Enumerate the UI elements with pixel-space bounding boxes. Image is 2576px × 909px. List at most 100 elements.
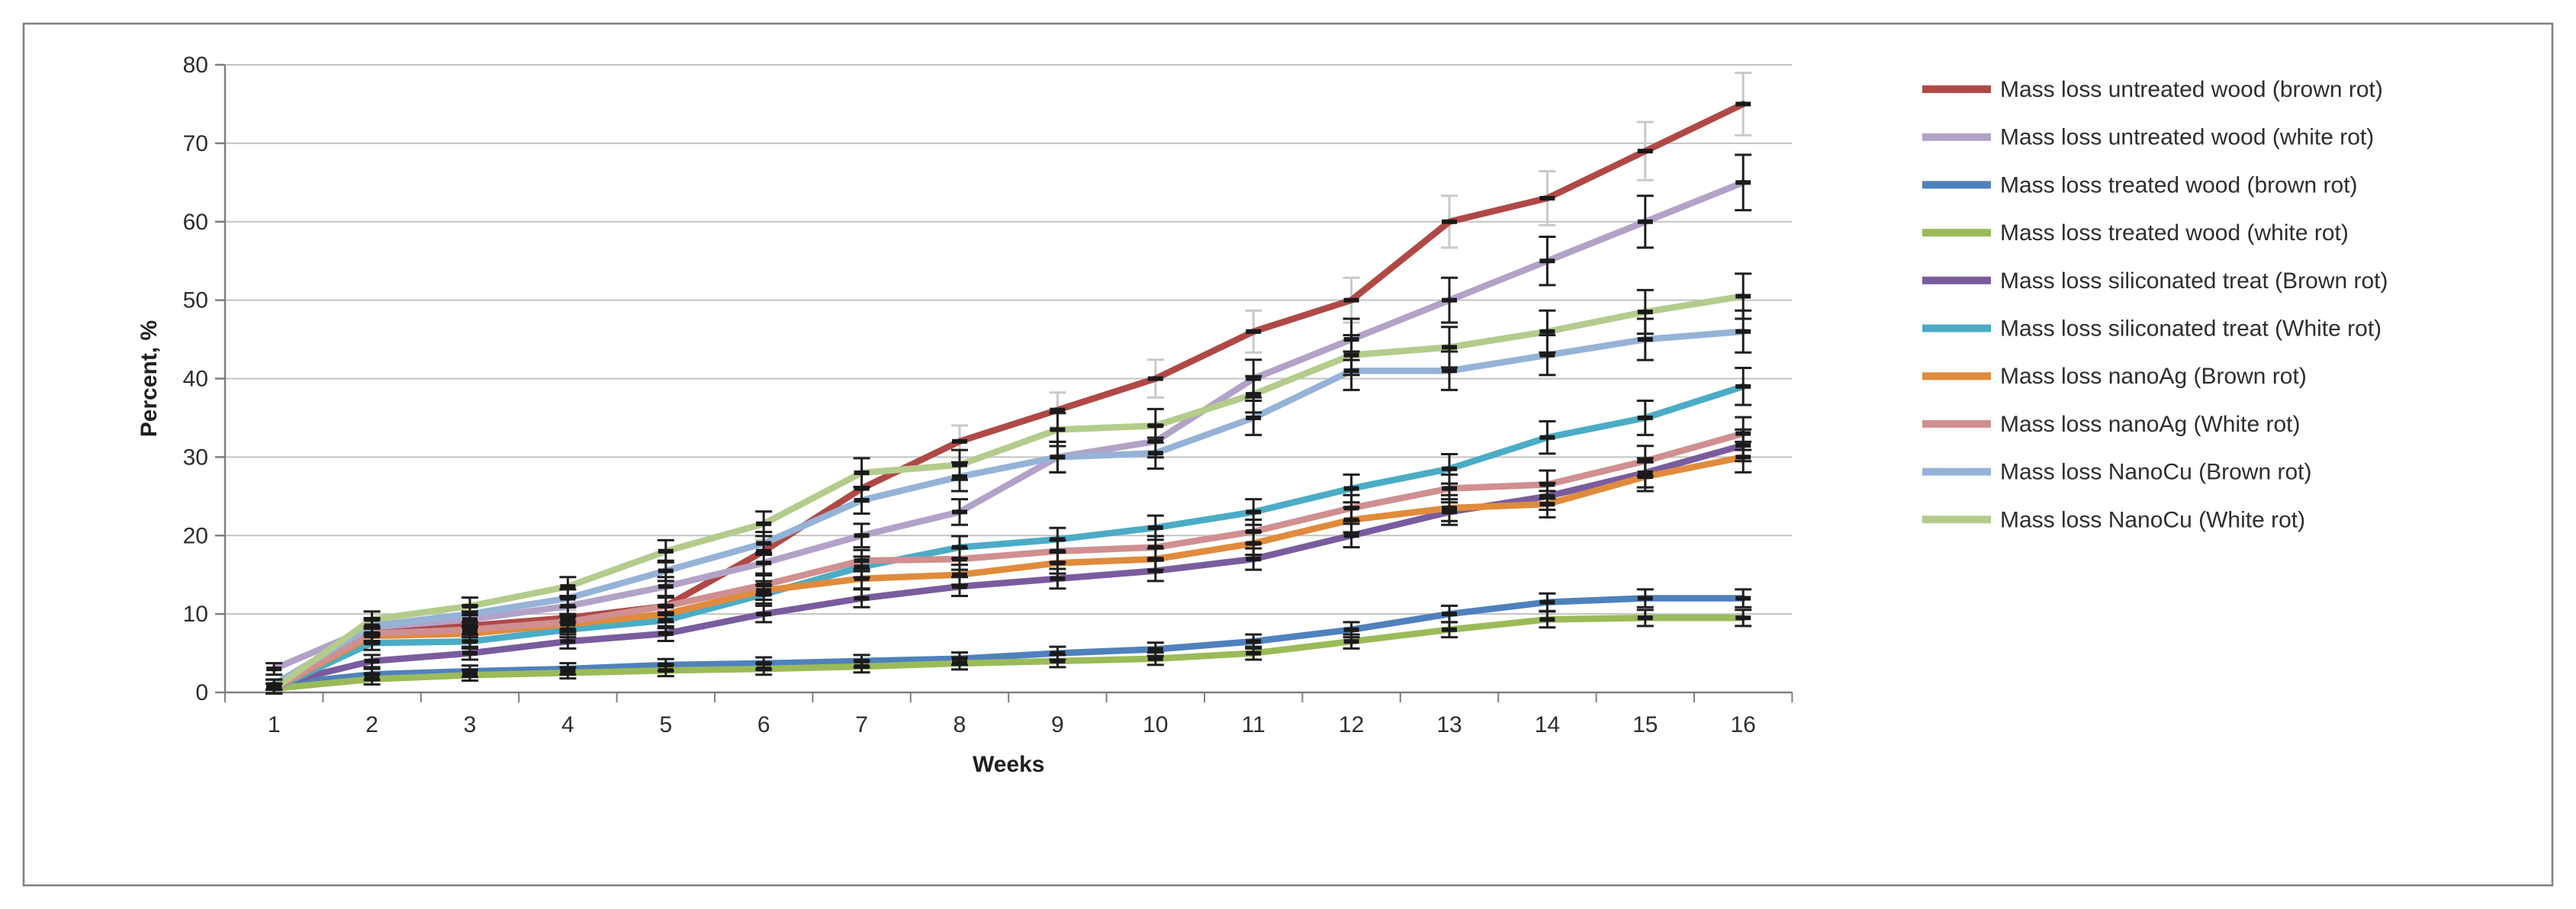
point-marker [1246, 415, 1262, 420]
point-marker [1246, 509, 1262, 515]
point-marker [1735, 101, 1751, 107]
point-marker [756, 612, 772, 617]
point-marker [1147, 525, 1163, 530]
legend-item: Mass loss NanoCu (Brown rot) [1922, 460, 2311, 485]
series-line [270, 383, 1747, 692]
point-marker [756, 592, 772, 597]
legend-label: Mass loss nanoAg (Brown rot) [2000, 364, 2307, 389]
point-marker [854, 470, 870, 475]
point-marker [1246, 639, 1262, 644]
x-tick-label: 16 [1731, 712, 1756, 737]
point-marker [1735, 329, 1751, 334]
legend-item: Mass loss nanoAg (White rot) [1922, 412, 2300, 437]
legend-item: Mass loss nanoAg (Brown rot) [1922, 364, 2307, 389]
point-marker [854, 564, 870, 570]
point-marker [1246, 557, 1262, 562]
y-axis-title: Percent, % [137, 320, 162, 437]
point-marker [1637, 149, 1653, 154]
point-marker [1050, 658, 1066, 663]
point-marker [658, 584, 674, 589]
y-tick-label: 50 [183, 288, 208, 313]
legend-item: Mass loss treated wood (brown rot) [1922, 172, 2358, 198]
point-marker [1246, 392, 1262, 397]
x-tick-label: 3 [464, 712, 477, 737]
point-marker [1343, 337, 1359, 342]
point-marker [952, 462, 967, 467]
point-marker [1050, 560, 1066, 566]
x-tick-label: 5 [659, 712, 672, 737]
point-marker [1050, 650, 1066, 656]
point-marker [266, 666, 282, 672]
point-marker [952, 584, 967, 589]
point-marker [1343, 506, 1359, 511]
point-marker [756, 583, 772, 588]
point-markers [266, 101, 1751, 691]
point-marker [1147, 438, 1163, 444]
point-marker [364, 658, 380, 663]
x-tick-label: 10 [1143, 712, 1168, 737]
point-marker [1147, 451, 1163, 456]
y-tick-label: 0 [195, 680, 208, 705]
point-marker [1442, 506, 1457, 511]
legend-item: Mass loss untreated wood (white rot) [1922, 125, 2374, 150]
legend-label: Mass loss siliconated treat (Brown rot) [2000, 268, 2388, 294]
point-marker [1246, 541, 1262, 546]
point-marker [1637, 415, 1653, 420]
point-marker [1147, 557, 1163, 562]
point-marker [462, 631, 478, 636]
legend-item: Mass loss siliconated treat (White rot) [1922, 316, 2381, 342]
point-marker [854, 497, 870, 503]
point-marker [952, 544, 967, 550]
legend-label: Mass loss siliconated treat (White rot) [2000, 316, 2381, 342]
point-marker [1246, 329, 1262, 334]
point-marker [1442, 509, 1457, 515]
point-marker [1539, 617, 1555, 622]
y-tick-label: 10 [183, 602, 208, 627]
point-marker [1539, 493, 1555, 499]
series-line [270, 293, 1747, 692]
point-marker [658, 603, 674, 609]
point-marker [1442, 627, 1457, 632]
point-marker [1442, 345, 1457, 350]
point-marker [658, 568, 674, 573]
point-marker [1343, 639, 1359, 644]
point-marker [560, 627, 576, 632]
point-marker [462, 639, 478, 644]
point-marker [1147, 656, 1163, 661]
point-marker [658, 548, 674, 554]
point-marker [560, 596, 576, 601]
point-marker [952, 557, 967, 562]
point-marker [1637, 337, 1653, 342]
point-marker [1539, 352, 1555, 358]
point-marker [1147, 647, 1163, 652]
point-marker [364, 676, 380, 682]
x-tick-label: 13 [1436, 712, 1462, 737]
point-marker [462, 650, 478, 656]
point-marker [462, 623, 478, 628]
point-marker [1050, 537, 1066, 542]
point-marker [1050, 548, 1066, 554]
point-marker [854, 558, 870, 564]
point-marker [364, 633, 380, 638]
point-marker [1735, 431, 1751, 436]
y-tick-label: 70 [183, 131, 208, 156]
series-line [270, 595, 1747, 688]
point-marker [756, 660, 772, 666]
x-tick-label: 9 [1051, 712, 1064, 737]
point-marker [364, 617, 380, 622]
point-marker [1147, 568, 1163, 573]
point-marker [1442, 219, 1457, 224]
point-marker [1735, 615, 1751, 621]
point-marker [1050, 407, 1066, 413]
point-marker [1637, 474, 1653, 480]
point-marker [266, 686, 282, 691]
point-marker [1539, 599, 1555, 605]
y-tick-label: 20 [183, 523, 208, 548]
point-marker [1539, 195, 1555, 201]
point-marker [1735, 384, 1751, 389]
point-marker [560, 639, 576, 644]
legend-label: Mass loss NanoCu (Brown rot) [2000, 460, 2311, 485]
point-marker [1147, 423, 1163, 429]
point-marker [1735, 180, 1751, 185]
